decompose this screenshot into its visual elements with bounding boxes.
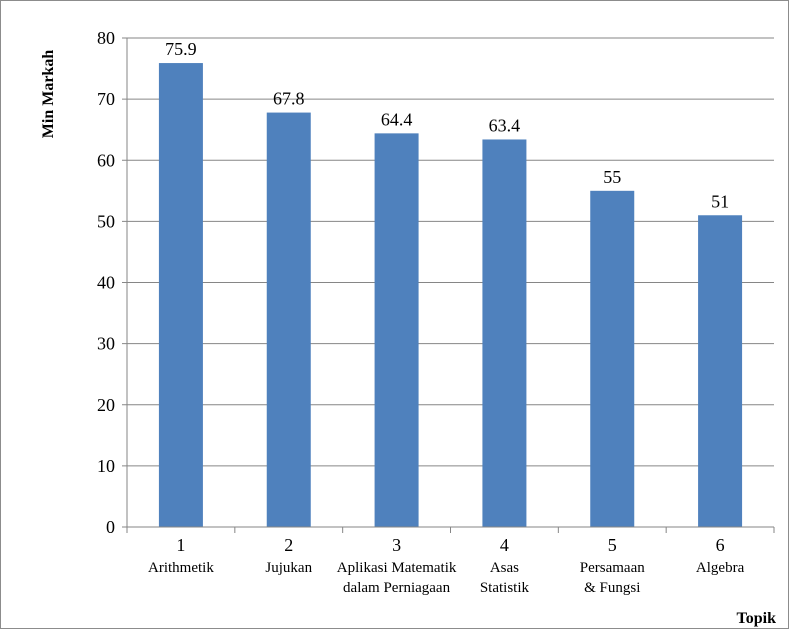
y-tick-label: 20	[97, 395, 115, 415]
x-category-label: 3	[392, 535, 401, 555]
data-label: 67.8	[273, 89, 305, 109]
y-tick-label: 60	[97, 150, 115, 170]
bar-1	[158, 63, 203, 527]
x-category-label: 6	[716, 535, 725, 555]
x-category-sublabel: Asas	[490, 560, 519, 576]
bars	[158, 63, 743, 528]
data-label: 75.9	[165, 39, 197, 59]
x-category-sublabel: dalam Perniagaan	[343, 580, 451, 596]
y-tick-label: 70	[97, 89, 115, 109]
y-tick-label: 30	[97, 334, 115, 354]
x-category-sublabel: Arithmetik	[148, 560, 214, 576]
x-category-sublabel: Jujukan	[265, 560, 312, 576]
x-category-label: 2	[284, 535, 293, 555]
y-axis-title: Min Markah	[40, 50, 57, 139]
y-tick-label: 50	[97, 211, 115, 231]
y-tick-label: 0	[106, 517, 115, 537]
data-label: 51	[711, 191, 729, 211]
data-label: 63.4	[489, 115, 521, 135]
bar-4	[482, 139, 527, 527]
gridlines	[127, 37, 774, 467]
x-category-sublabel: & Fungsi	[584, 580, 640, 596]
labels: 0 10 20 30 40 50 60 70 80 75.9 1 Arithmetik 67.8 2 Juj…	[97, 28, 745, 596]
x-axis-title: Topik	[737, 610, 777, 627]
y-tick-label: 80	[97, 28, 115, 48]
x-category-sublabel: Persamaan	[580, 560, 645, 576]
bar-2	[266, 112, 311, 527]
bar-5	[590, 190, 635, 527]
x-category-label: 5	[608, 535, 617, 555]
x-category-label: 4	[500, 535, 509, 555]
y-tick-label: 10	[97, 456, 115, 476]
bar-6	[698, 215, 743, 527]
data-label: 55	[603, 167, 621, 187]
x-category-sublabel: Algebra	[696, 560, 745, 576]
y-tick-label: 40	[97, 273, 115, 293]
data-label: 64.4	[381, 109, 413, 129]
x-category-sublabel: Aplikasi Matematik	[337, 560, 457, 576]
x-category-label: 1	[176, 535, 185, 555]
x-category-sublabel: Statistik	[480, 580, 530, 596]
axes	[122, 37, 775, 533]
bar-3	[374, 133, 419, 528]
